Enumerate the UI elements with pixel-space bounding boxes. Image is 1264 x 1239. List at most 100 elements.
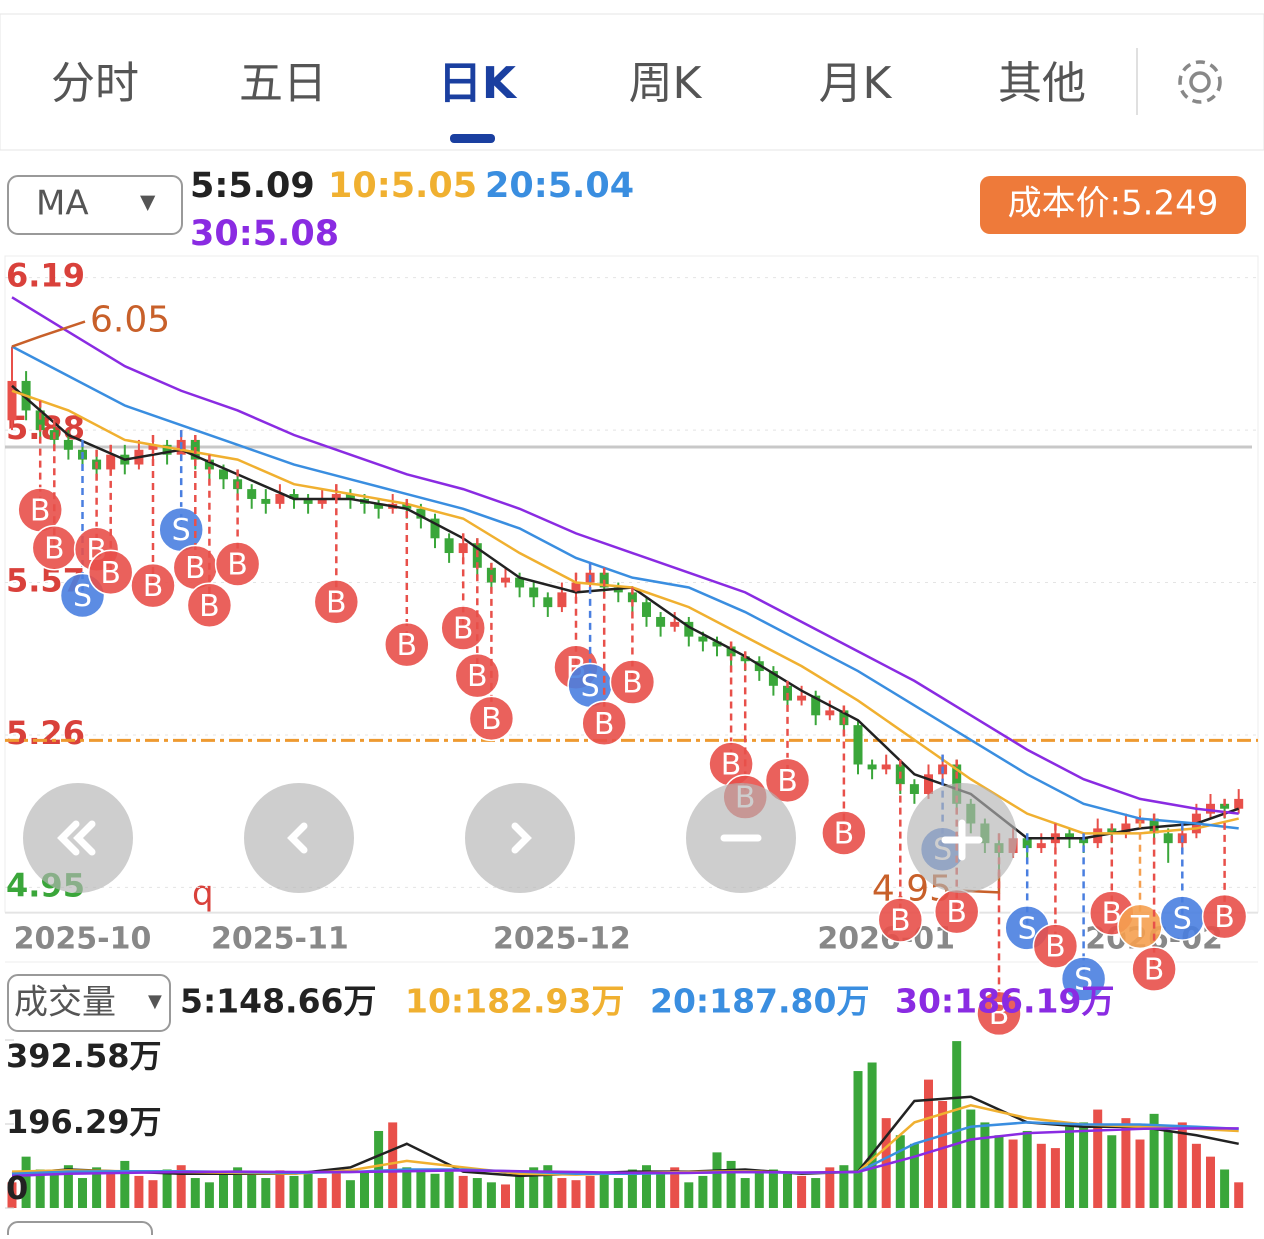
trade-mark-label: B [481, 702, 502, 737]
trade-mark-label: B [199, 589, 220, 624]
nav-icon [941, 819, 983, 861]
candle-body [867, 764, 877, 770]
trade-mark [976, 990, 1022, 1037]
trade-mark-label: B [397, 628, 418, 663]
volume-bar [1079, 1122, 1089, 1208]
candle-body [35, 410, 45, 431]
candle-body [1022, 838, 1032, 849]
trade-mark-label: S [1173, 902, 1192, 937]
nav-button[interactable] [23, 783, 133, 893]
candle-body [1220, 803, 1230, 809]
volume-bar [754, 1171, 764, 1208]
indicator-label: MA [36, 184, 89, 224]
candle-body [204, 459, 214, 470]
trade-mark [609, 659, 656, 705]
volume-bar [698, 1175, 708, 1208]
tab-bar [0, 13, 1264, 151]
volume-legend: 5:148.66万 [180, 982, 377, 1021]
x-tick-label: 2025-11 [211, 922, 349, 957]
candle-body [726, 646, 736, 657]
nav-button[interactable] [686, 783, 796, 893]
tab[interactable]: 日K [438, 58, 518, 109]
volume-bar [1121, 1118, 1131, 1208]
trade-mark-label: B [1102, 897, 1123, 932]
volume-bar [1206, 1156, 1215, 1208]
bottom-dropdown[interactable] [7, 1221, 153, 1239]
tab[interactable]: 月K [819, 58, 893, 109]
volume-bar [825, 1167, 835, 1208]
volume-bar [529, 1167, 539, 1208]
trade-mark-label: B [185, 551, 206, 586]
trade-mark-label: B [143, 569, 164, 604]
nav-button[interactable] [244, 783, 354, 893]
candle-body [543, 597, 553, 608]
volume-bar [1093, 1109, 1103, 1208]
trade-mark-label: B [1214, 900, 1235, 935]
volume-dropdown[interactable] [7, 974, 171, 1032]
candle-body [317, 498, 327, 504]
volume-bar [768, 1169, 778, 1208]
candle-body [924, 774, 933, 794]
volume-bar [247, 1173, 257, 1208]
volume-bar [627, 1169, 637, 1208]
nav-button[interactable] [907, 783, 1017, 893]
candle-body [416, 508, 426, 519]
ma-line [11, 345, 1239, 830]
y-tick-label: 6.19 [6, 257, 85, 295]
trade-mark [581, 700, 627, 747]
volume-bar [853, 1071, 863, 1208]
candle-body [444, 538, 454, 554]
candle-body [275, 494, 285, 504]
x-tick-label: 2025-12 [493, 922, 631, 957]
candle-body [642, 602, 651, 617]
candle-body [684, 621, 694, 637]
volume-bar [63, 1165, 73, 1208]
tab[interactable]: 周K [629, 58, 703, 109]
trade-mark-label: B [30, 493, 51, 528]
trade-mark-label: S [172, 513, 191, 548]
volume-bar [599, 1173, 609, 1208]
ma-legend: 5:5.09 [190, 166, 315, 206]
candle-body [557, 592, 567, 608]
dropdown-arrow: ▼ [140, 190, 156, 214]
volume-bar [1177, 1122, 1187, 1208]
settings-icon[interactable] [1178, 60, 1222, 104]
trade-mark [87, 549, 134, 596]
tab[interactable]: 五日 [239, 58, 327, 109]
volume-bar [867, 1062, 877, 1208]
candle-body [345, 494, 355, 499]
nav-button-bg [465, 783, 575, 893]
volume-bar [219, 1171, 228, 1208]
candle-body [797, 695, 807, 701]
volume-bar [501, 1184, 510, 1208]
candle-body [515, 577, 525, 588]
tab[interactable]: 其他 [998, 58, 1086, 109]
trade-mark-label: B [227, 548, 248, 583]
indicator-dropdown[interactable] [7, 175, 183, 235]
candle-body [853, 725, 863, 765]
trade-mark [313, 579, 360, 625]
candle-body [1206, 803, 1215, 814]
volume-bar [994, 1135, 1004, 1208]
nav-button[interactable] [465, 783, 575, 893]
volume-bar [924, 1079, 933, 1208]
volume-tick-label: 392.58万 [6, 1037, 162, 1075]
candle-body [1065, 833, 1074, 839]
trade-mark-label: B [721, 748, 742, 783]
volume-bar [1234, 1182, 1244, 1208]
volume-bar [557, 1178, 567, 1208]
trade-mark [130, 562, 176, 609]
volume-bar [345, 1180, 355, 1208]
trade-mark-label: B [1045, 930, 1066, 965]
volume-bar [1220, 1169, 1230, 1208]
volume-bar [416, 1169, 426, 1208]
trade-mark-label: B [834, 816, 855, 851]
volume-bar [684, 1182, 694, 1208]
candle-body [712, 641, 722, 647]
volume-bar [120, 1160, 130, 1208]
volume-bar [472, 1178, 482, 1208]
tab[interactable]: 分时 [51, 58, 139, 109]
trade-mark-label: B [777, 764, 798, 799]
volume-bar [783, 1173, 792, 1208]
volume-bar [402, 1167, 412, 1208]
